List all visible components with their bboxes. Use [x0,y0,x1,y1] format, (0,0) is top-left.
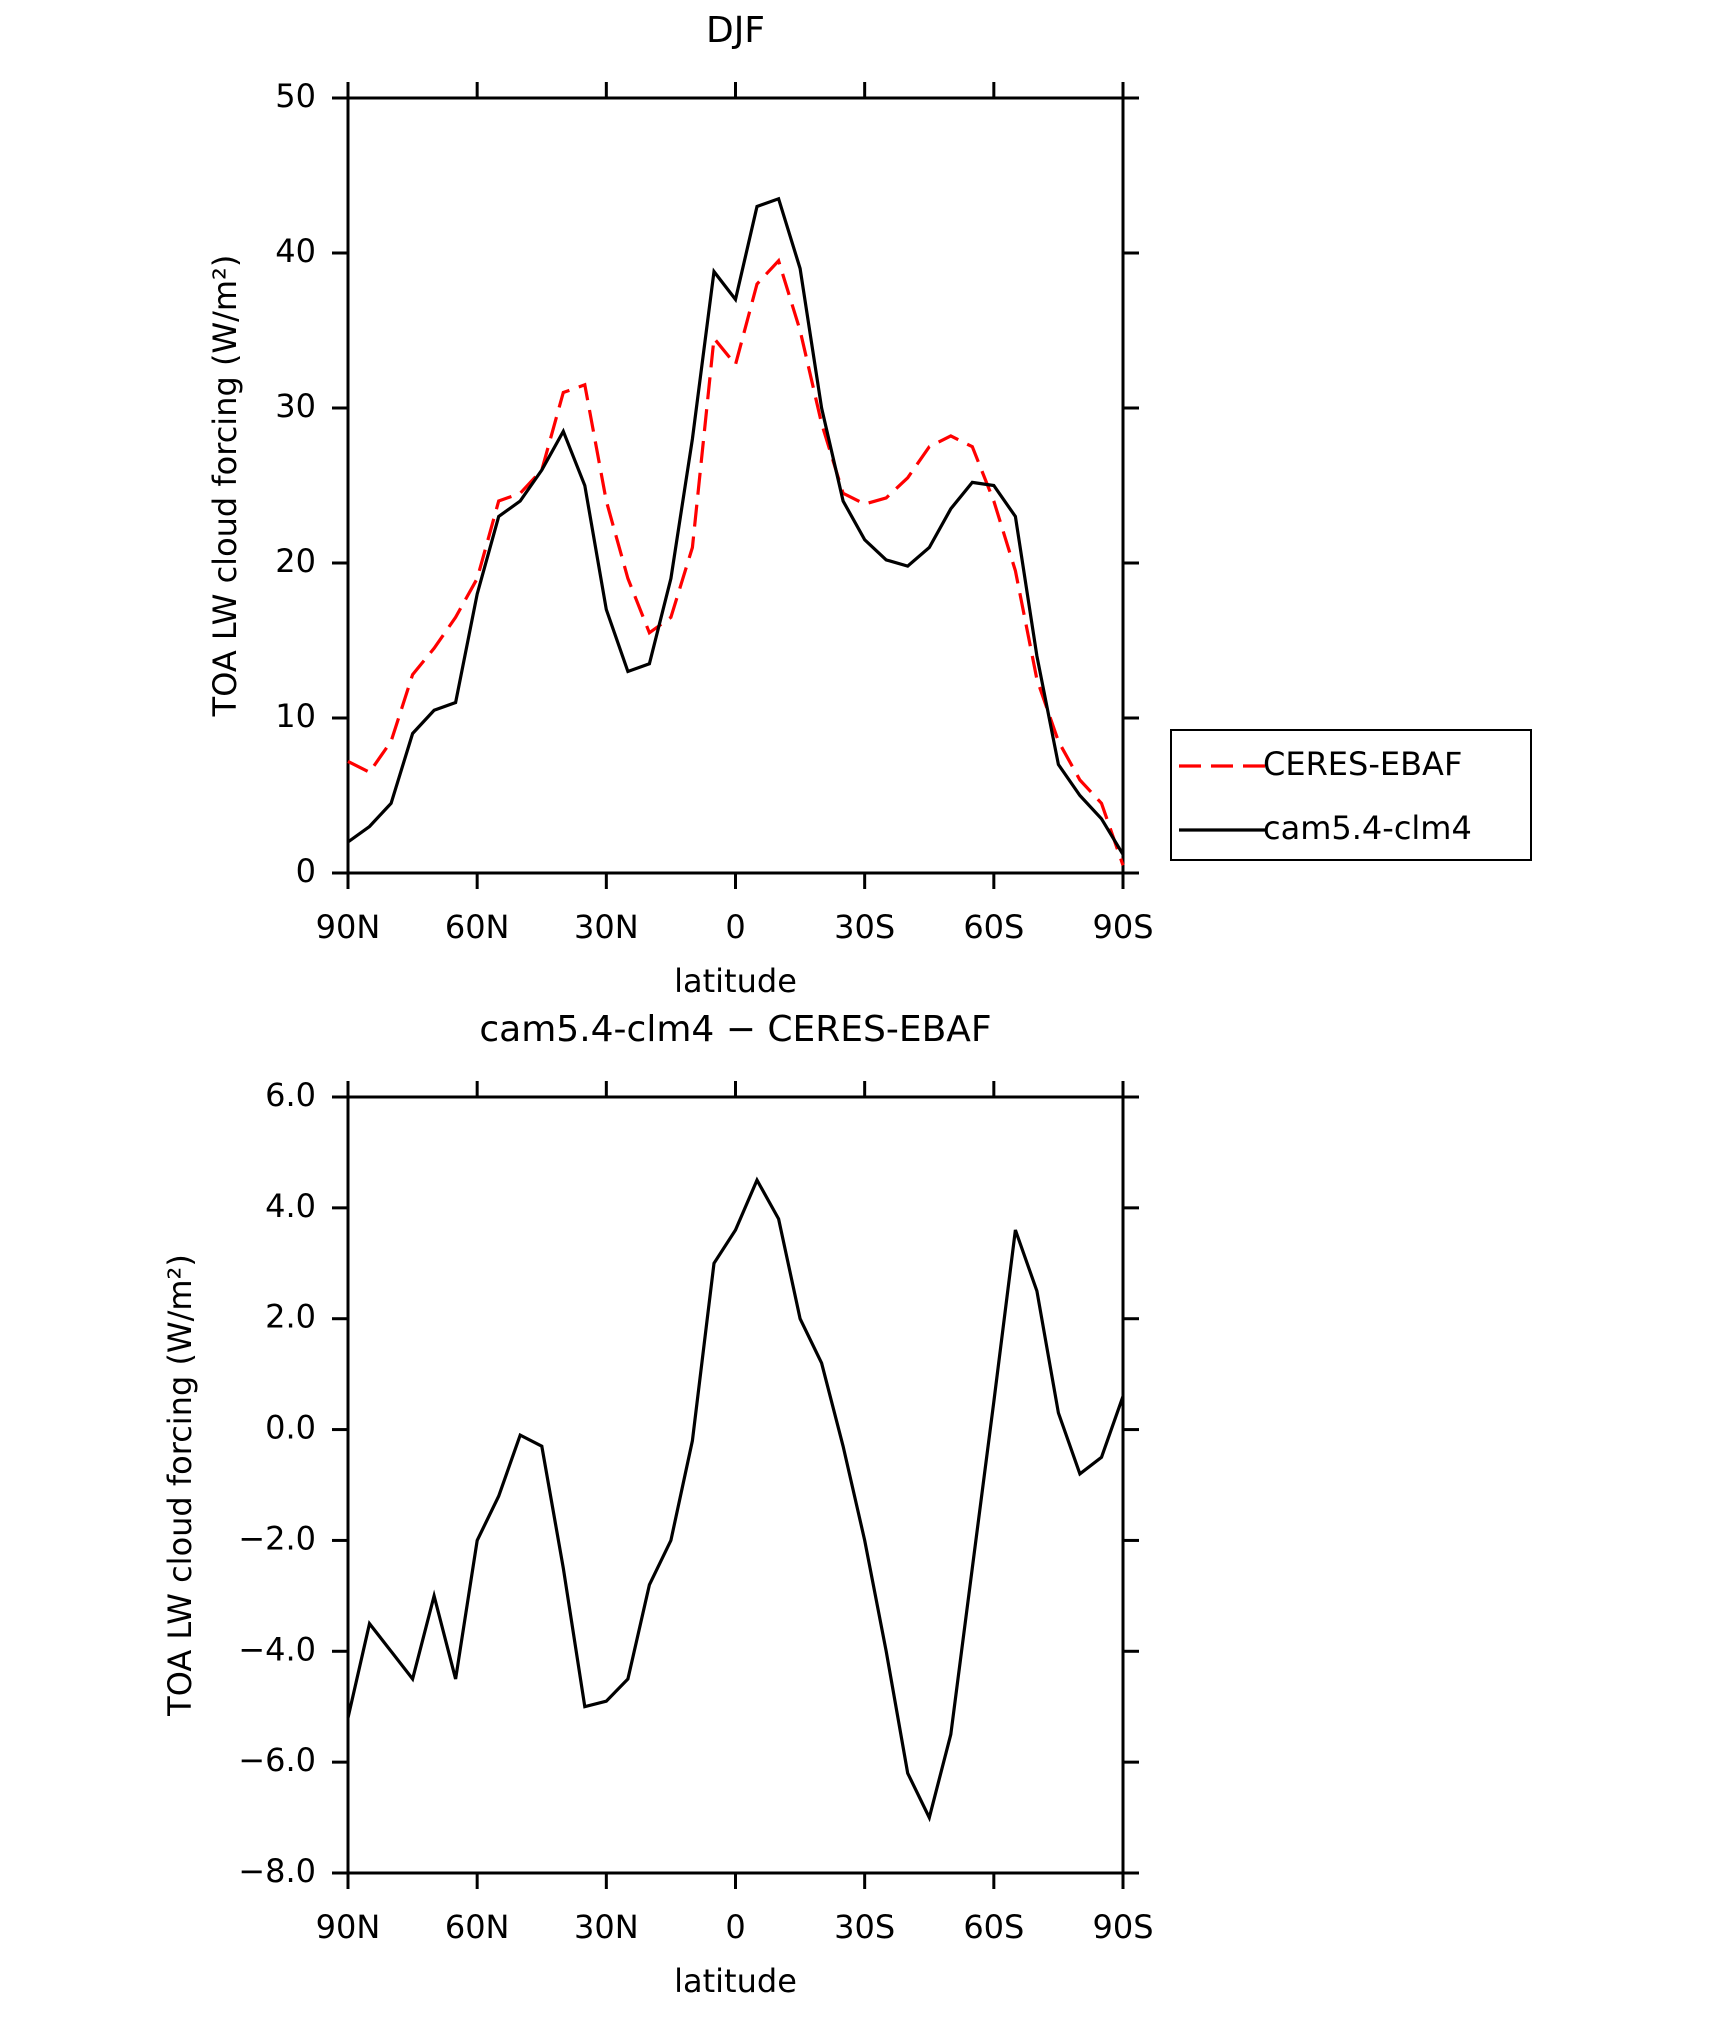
x-tick-label: 60N [445,1908,510,1946]
y-tick-label: −6.0 [238,1741,316,1779]
x-tick-label: 30N [574,908,639,946]
chart-title: cam5.4-clm4 − CERES-EBAF [479,1009,991,1050]
plot-frame [346,96,1125,875]
plot-frame [346,1095,1125,1875]
y-tick-label: 4.0 [265,1187,316,1225]
data-line [346,1176,1125,1823]
x-tick-label: 0 [725,1908,745,1946]
y-tick-label: 2.0 [265,1298,316,1336]
x-axis-label: latitude [674,962,797,1000]
x-tick-label: 60S [963,1908,1024,1946]
x-axis-label: latitude [674,1962,797,2000]
x-tick-label: 90N [316,908,381,946]
y-tick-label: 6.0 [265,1076,316,1114]
y-tick-label: 10 [275,697,316,735]
x-tick-label: 90S [1092,908,1153,946]
y-tick-label: 0 [296,852,316,890]
data-line [347,196,1125,856]
y-tick-label: −8.0 [238,1852,316,1890]
x-tick-label: 90N [316,1908,381,1946]
x-tick-label: 60S [963,908,1024,946]
y-tick-label: 0.0 [265,1409,316,1447]
y-tick-label: 50 [275,77,316,115]
y-tick-label: 20 [275,542,316,580]
x-tick-label: 30S [834,1908,895,1946]
y-axis-label: TOA LW cloud forcing (W/m²) [206,255,244,718]
y-axis-label: TOA LW cloud forcing (W/m²) [161,1254,199,1717]
x-tick-label: 90S [1092,1908,1153,1946]
y-tick-label: −4.0 [238,1630,316,1668]
chart-title: DJF [706,10,765,51]
legend-label: cam5.4-clm4 [1263,809,1472,847]
legend-box [1170,729,1532,861]
data-line [347,257,1125,866]
y-tick-label: 30 [275,387,316,425]
x-tick-label: 30N [574,1908,639,1946]
x-tick-label: 0 [725,908,745,946]
legend-label: CERES-EBAF [1263,745,1462,783]
y-tick-label: 40 [275,232,316,270]
x-tick-label: 60N [445,908,510,946]
y-tick-label: −2.0 [238,1519,316,1557]
x-tick-label: 30S [834,908,895,946]
